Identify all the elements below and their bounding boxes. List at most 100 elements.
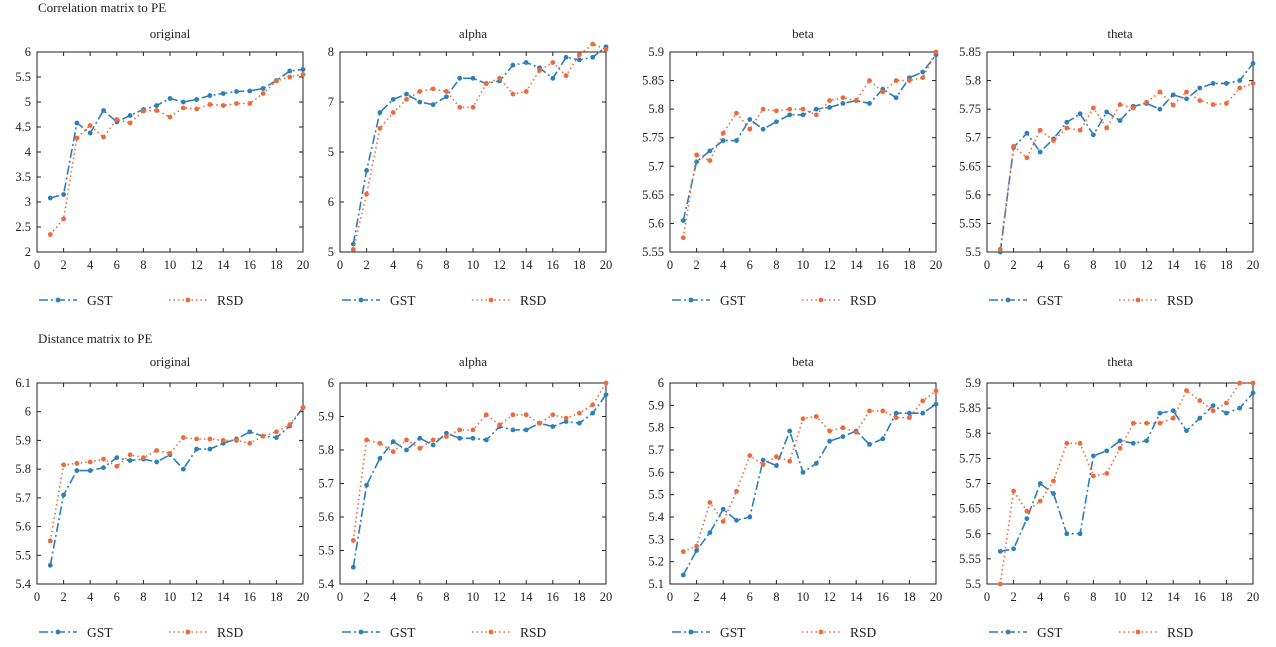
x-tick-label: 0	[984, 590, 990, 604]
x-tick-label: 20	[1247, 258, 1260, 272]
data-point-rsd	[907, 78, 912, 83]
y-tick-label: 5.9	[965, 376, 981, 390]
x-tick-label: 0	[667, 590, 673, 604]
data-point-gst	[470, 75, 476, 81]
x-tick-label: 10	[467, 590, 480, 604]
x-tick-label: 16	[1194, 258, 1207, 272]
data-point-rsd	[563, 415, 569, 421]
x-tick-label: 8	[773, 258, 779, 272]
plot-frame	[36, 51, 304, 253]
data-point-rsd	[470, 104, 476, 110]
legend-marker-rsd	[818, 629, 824, 635]
data-point-rsd	[234, 438, 239, 443]
y-tick-label: 5.65	[959, 159, 981, 173]
data-point-gst	[234, 89, 239, 94]
data-point-gst	[550, 75, 556, 81]
x-tick-label: 16	[877, 258, 890, 272]
y-tick-label: 5	[328, 145, 334, 159]
x-tick-label: 12	[1140, 590, 1153, 604]
data-point-gst	[893, 410, 899, 416]
x-tick-label: 18	[573, 590, 586, 604]
data-point-rsd	[880, 408, 886, 414]
data-point-gst	[390, 439, 396, 445]
data-point-rsd	[1224, 101, 1229, 106]
data-point-rsd	[694, 152, 699, 158]
chart-title: alpha	[459, 26, 487, 41]
data-point-rsd	[497, 75, 502, 81]
data-point-gst	[1184, 96, 1189, 102]
data-point-gst	[867, 101, 872, 106]
x-tick-label: 6	[1064, 590, 1070, 604]
legend-marker-gst	[55, 297, 61, 303]
data-point-rsd	[1011, 488, 1016, 494]
data-point-rsd	[907, 415, 912, 421]
data-point-gst	[577, 57, 582, 63]
data-point-rsd	[430, 437, 436, 443]
data-point-rsd	[1130, 105, 1136, 111]
y-tick-label: 5.85	[959, 45, 981, 59]
data-point-rsd	[1104, 125, 1110, 131]
data-point-gst	[417, 435, 423, 441]
data-point-rsd	[800, 106, 806, 112]
data-point-rsd	[390, 110, 396, 115]
data-point-rsd	[800, 416, 806, 422]
x-tick-label: 10	[797, 258, 810, 272]
data-point-rsd	[550, 60, 556, 65]
data-point-rsd	[194, 436, 200, 442]
data-point-gst	[274, 435, 279, 440]
x-tick-label: 12	[1140, 258, 1153, 272]
x-tick-label: 16	[877, 590, 890, 604]
data-point-gst	[867, 442, 872, 447]
data-point-gst	[350, 564, 356, 570]
data-point-gst	[1091, 132, 1096, 138]
data-point-rsd	[260, 91, 266, 96]
data-point-gst	[194, 446, 200, 452]
data-point-rsd	[1237, 85, 1243, 91]
data-point-gst	[813, 106, 819, 112]
x-tick-label: 18	[903, 258, 916, 272]
data-point-gst	[1210, 403, 1216, 409]
y-tick-label: 4	[25, 145, 32, 159]
x-tick-label: 20	[930, 590, 943, 604]
y-tick-label: 5.5	[15, 548, 31, 562]
data-point-gst	[207, 93, 213, 98]
data-point-gst	[180, 466, 186, 472]
data-point-rsd	[247, 440, 253, 446]
data-point-rsd	[590, 402, 596, 408]
x-tick-label: 14	[217, 258, 230, 272]
data-point-gst	[180, 99, 186, 105]
x-tick-label: 6	[114, 258, 120, 272]
y-tick-label: 6	[25, 405, 31, 419]
data-point-gst	[680, 218, 686, 223]
data-point-rsd	[760, 462, 766, 467]
legend-label-rsd: RSD	[217, 293, 244, 308]
data-point-rsd	[1170, 415, 1176, 421]
data-point-gst	[1224, 81, 1229, 86]
data-point-rsd	[1051, 138, 1056, 143]
legend-marker-rsd	[818, 297, 824, 303]
data-point-rsd	[523, 412, 529, 418]
chart-title: theta	[1107, 26, 1132, 41]
data-point-rsd	[1170, 102, 1176, 108]
series-line-rsd	[999, 382, 1253, 585]
data-point-gst	[747, 514, 753, 520]
x-tick-label: 12	[190, 590, 203, 604]
data-point-gst	[87, 130, 93, 136]
data-point-gst	[1170, 408, 1176, 414]
data-point-gst	[827, 438, 832, 444]
x-tick-label: 10	[1114, 590, 1127, 604]
x-tick-label: 0	[984, 258, 990, 272]
data-point-gst	[920, 410, 926, 416]
correlation-section-title: Correlation matrix to PE	[38, 0, 167, 15]
y-tick-label: 5.6	[648, 465, 664, 479]
data-point-rsd	[350, 246, 356, 252]
data-point-rsd	[444, 89, 449, 94]
data-point-gst	[997, 548, 1003, 554]
data-point-rsd	[1184, 89, 1189, 95]
data-point-rsd	[47, 538, 53, 544]
y-tick-label: 5	[25, 95, 31, 109]
data-point-gst	[101, 465, 106, 471]
data-point-rsd	[577, 410, 582, 416]
data-point-gst	[457, 75, 463, 81]
